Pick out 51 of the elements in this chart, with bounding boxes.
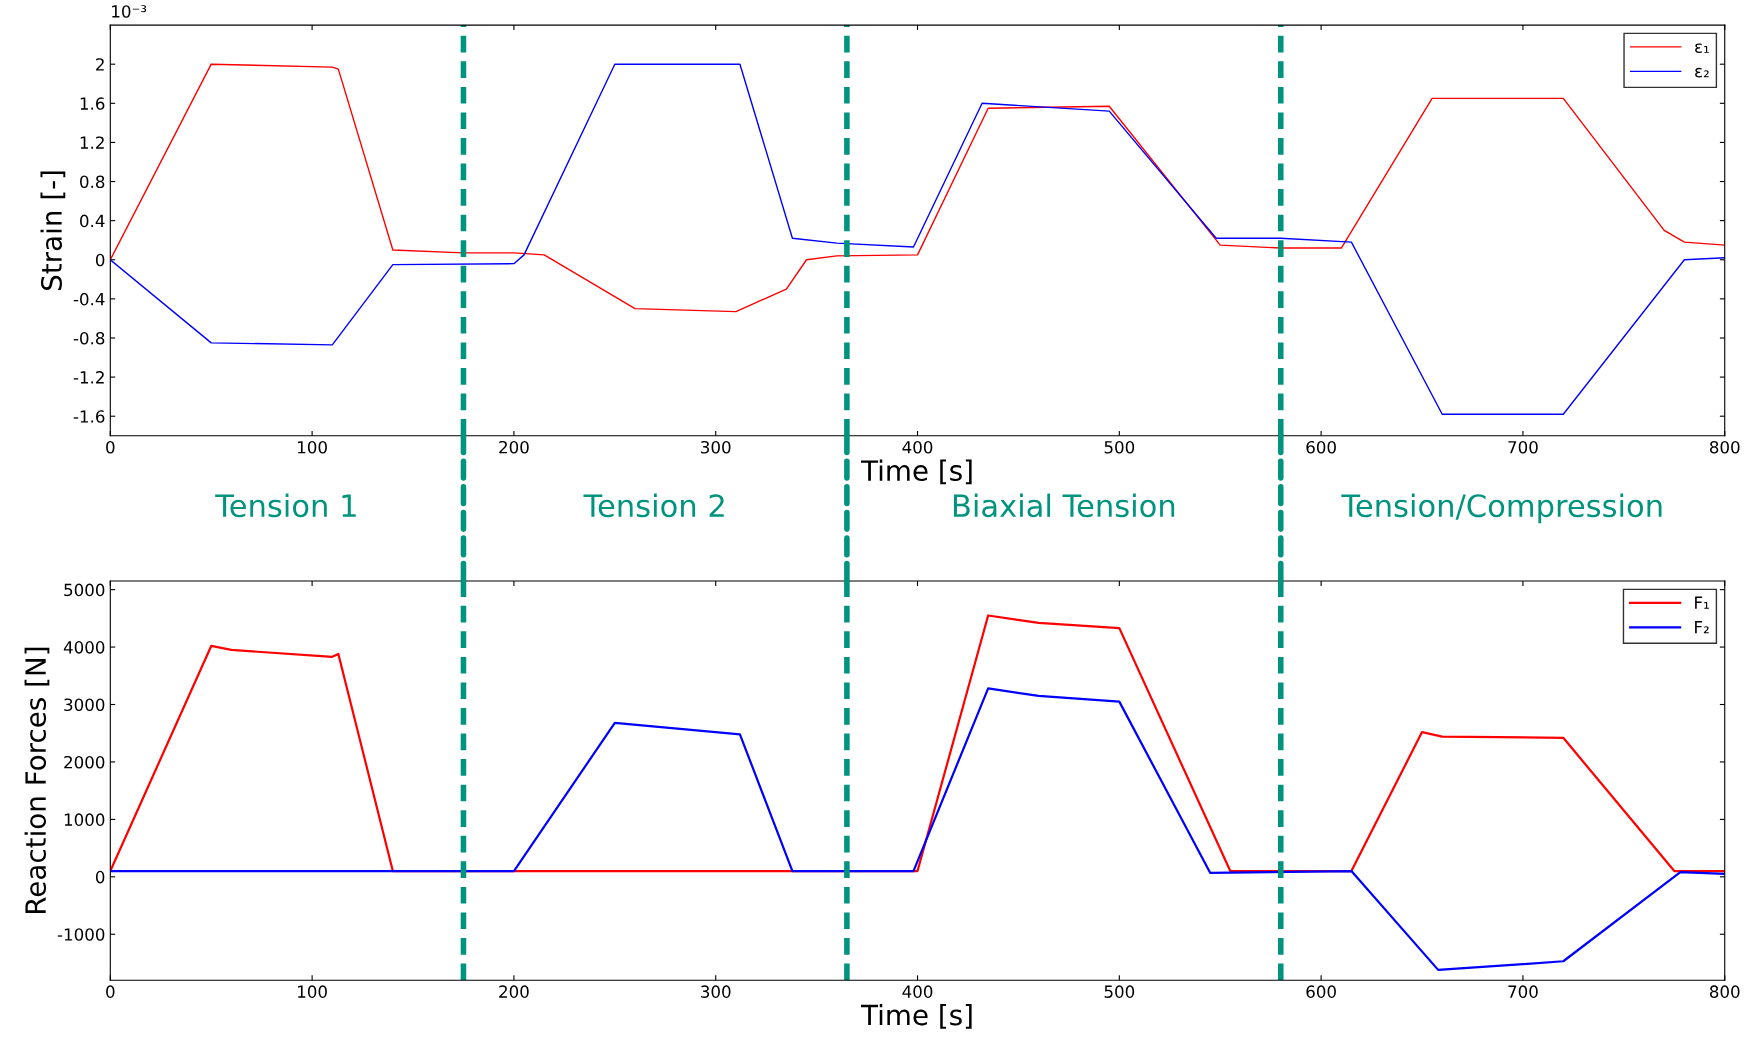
y-tick-label: -1000 [57, 928, 105, 941]
x-tick-label: 700 [1508, 985, 1538, 998]
y-tick-label: 1000 [64, 813, 105, 826]
x-tick-label: 800 [1709, 985, 1740, 998]
text: Tension 2 [583, 493, 724, 518]
y-tick-label: 2 [96, 58, 104, 71]
y-tick-label: -1.2 [73, 371, 104, 384]
x-tick-label: 700 [1508, 440, 1538, 454]
text: Biaxial Tension [953, 493, 1175, 518]
y-tick-label: 0.8 [80, 175, 105, 189]
x-tick-label: 200 [499, 440, 529, 454]
x-axis-title: Time [s] [860, 1003, 972, 1029]
x-tick-label: 0 [106, 985, 115, 998]
x-tick-label: 300 [701, 440, 731, 454]
y-tick-label: 0.4 [80, 214, 105, 228]
y-tick-label: 0 [95, 253, 105, 267]
legend-label: ε₂ [1695, 67, 1709, 78]
y-tick-label: -0.4 [73, 292, 105, 306]
x-tick-label: 800 [1709, 440, 1740, 454]
y-axis-title: Strain [-] [40, 171, 66, 290]
x-tick-label: 500 [1104, 440, 1135, 454]
legend-label: ε₁ [1695, 43, 1709, 53]
x-tick-label: 400 [902, 985, 933, 998]
x-tick-label: 300 [701, 985, 731, 998]
y-tick-label: 4000 [63, 641, 105, 654]
y-tick-label: 1.2 [80, 136, 104, 149]
line-series [110, 63, 1725, 313]
y-tick-label: 3000 [64, 698, 105, 712]
y-axis-title: Reaction Forces [N] [24, 647, 50, 914]
legend-label: F₂ [1695, 621, 1709, 634]
x-tick-label: 600 [1306, 985, 1336, 998]
y-tick-label: 5000 [64, 583, 105, 597]
y-tick-label: -1.6 [73, 410, 105, 423]
x-tick-label: 200 [499, 985, 529, 998]
x-tick-label: 600 [1306, 440, 1336, 454]
x-tick-label: 500 [1104, 985, 1135, 998]
y-tick-label: 0 [95, 870, 105, 884]
x-tick-label: 100 [298, 440, 327, 454]
line-series [110, 63, 1725, 415]
y-tick-label: 1.6 [80, 97, 105, 110]
text: 10⁻³ [112, 5, 147, 18]
y-tick-label: -0.8 [73, 331, 105, 345]
x-tick-label: 0 [106, 440, 115, 454]
text: Tension 1 [215, 493, 356, 518]
line-series [110, 687, 1725, 971]
y-tick-label: 2000 [64, 755, 105, 769]
x-tick-label: 100 [298, 985, 327, 998]
text: Tension/Compression [1341, 493, 1662, 524]
x-axis-title: Time [s] [860, 459, 972, 485]
legend-label: F₁ [1695, 596, 1709, 609]
x-tick-label: 400 [902, 440, 933, 454]
